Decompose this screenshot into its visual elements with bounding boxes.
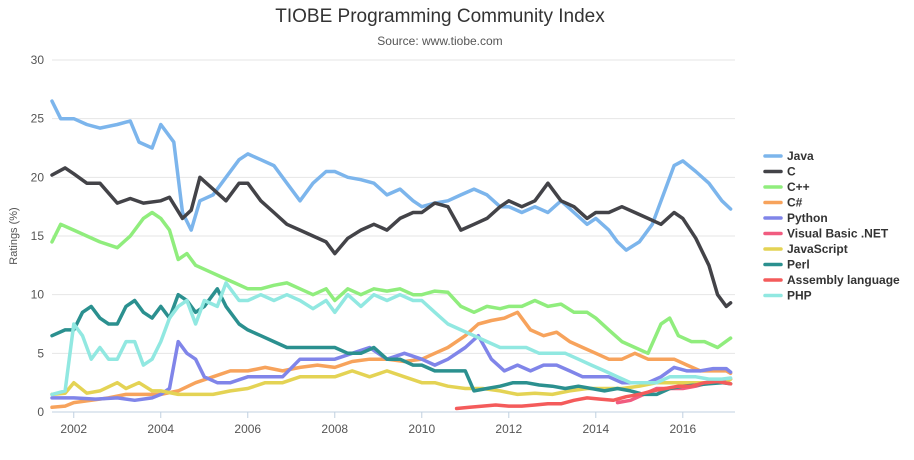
legend-item-cplusplus[interactable]: C++ xyxy=(763,180,810,194)
y-tick-label: 10 xyxy=(31,288,45,302)
x-tick-label: 2006 xyxy=(234,422,261,436)
x-tick-label: 2012 xyxy=(495,422,522,436)
legend-label: Java xyxy=(787,149,814,163)
series-line-java[interactable] xyxy=(50,99,733,252)
y-tick-label: 30 xyxy=(31,53,45,67)
y-tick-label: 0 xyxy=(37,405,44,419)
legend-label: PHP xyxy=(787,289,812,303)
legend-item-c[interactable]: C xyxy=(763,165,796,179)
legend-item-javascript[interactable]: JavaScript xyxy=(763,242,848,256)
series-line-cplusplus[interactable] xyxy=(50,210,733,356)
series-line-assembly-language[interactable] xyxy=(454,379,733,411)
legend-item-php[interactable]: PHP xyxy=(763,289,812,303)
legend-item-csharp[interactable]: C# xyxy=(763,196,803,210)
legend-label: C++ xyxy=(787,180,810,194)
series-line-php[interactable] xyxy=(50,281,733,397)
legend[interactable]: Java CC++ C#Python Visual Basic .NETJavaScr… xyxy=(763,149,900,303)
y-tick-label: 15 xyxy=(31,229,45,243)
x-tick-label: 2014 xyxy=(582,422,609,436)
y-tick-label: 25 xyxy=(31,112,45,126)
series-line-perl[interactable] xyxy=(50,287,733,397)
x-tick-label: 2004 xyxy=(147,422,174,436)
legend-label: JavaScript xyxy=(787,242,848,256)
legend-item-assembly-language[interactable]: Assembly language xyxy=(763,273,900,287)
series-line-c[interactable] xyxy=(50,166,733,309)
legend-label: Visual Basic .NET xyxy=(787,227,889,241)
y-tick-label: 20 xyxy=(31,170,45,184)
legend-label: Python xyxy=(787,211,828,225)
legend-item-python[interactable]: Python xyxy=(763,211,828,225)
axis-layer: 0 5 10 15 20 25 30 2002 2004 2006 2008 2010 2012 2014… xyxy=(31,53,697,436)
legend-label: C# xyxy=(787,196,803,210)
chart-title: TIOBE Programming Community Index xyxy=(275,6,605,27)
series-layer xyxy=(50,99,733,411)
legend-label: C xyxy=(787,165,796,179)
x-tick-label: 2010 xyxy=(408,422,435,436)
legend-label: Perl xyxy=(787,258,810,272)
legend-item-java[interactable]: Java xyxy=(763,149,814,163)
y-axis-title: Ratings (%) xyxy=(8,207,20,264)
x-tick-label: 2016 xyxy=(669,422,696,436)
chart-subtitle: Source: www.tiobe.com xyxy=(377,34,503,48)
legend-item-visual-basic-net[interactable]: Visual Basic .NET xyxy=(763,227,889,241)
grid-layer xyxy=(52,59,735,413)
y-tick-label: 5 xyxy=(37,346,44,360)
x-tick-label: 2002 xyxy=(60,422,87,436)
legend-label: Assembly language xyxy=(787,273,900,287)
legend-item-perl[interactable]: Perl xyxy=(763,258,810,272)
x-tick-label: 2008 xyxy=(321,422,348,436)
